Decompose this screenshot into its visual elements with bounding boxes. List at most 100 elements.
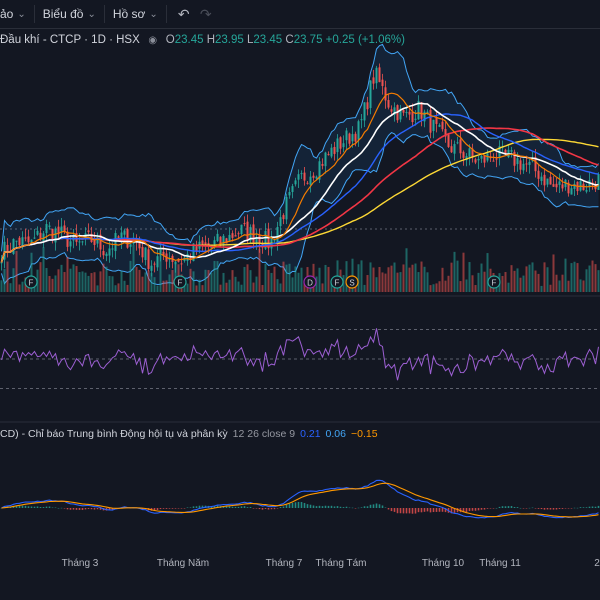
- candle-body: [27, 236, 30, 243]
- macd-histogram-bar: [570, 508, 573, 509]
- volume-bar: [462, 252, 465, 292]
- main-legend: Đầu khí - CTCP · 1D · HSX ◉ O23.45 H23.9…: [0, 34, 405, 46]
- macd-histogram-bar: [414, 508, 417, 514]
- macd-histogram-bar: [342, 507, 345, 508]
- candle-body: [54, 228, 57, 243]
- macd-histogram-bar: [546, 508, 549, 510]
- macd-histogram-bar: [471, 508, 474, 511]
- volume-bar: [381, 272, 384, 292]
- close-label: C: [285, 34, 294, 46]
- macd-histogram-bar: [264, 508, 267, 509]
- volume-bar: [579, 279, 582, 292]
- candle-body: [351, 134, 354, 142]
- volume-bar: [474, 285, 477, 292]
- macd-histogram-bar: [279, 507, 282, 508]
- volume-bar: [15, 250, 18, 292]
- macd-histogram-bar: [255, 508, 258, 509]
- candle-body: [141, 247, 144, 258]
- volume-bar: [75, 266, 78, 292]
- candle-body: [69, 241, 72, 247]
- macd-histogram-bar: [213, 505, 216, 508]
- candle-body: [531, 160, 534, 162]
- bollinger-lower-line: [1, 132, 599, 286]
- volume-bar: [165, 280, 168, 292]
- toolbar-divider: [165, 5, 167, 23]
- redo-icon[interactable]: ↷: [199, 5, 212, 22]
- macd-title: CD) - Chỉ báo Trung bình Động hội tụ và …: [0, 428, 228, 440]
- chevron-down-icon: ⌄: [17, 8, 26, 20]
- candle-body: [234, 235, 237, 237]
- macd-histogram-bar: [30, 506, 33, 508]
- candle-body: [465, 156, 468, 161]
- volume-bar: [363, 284, 366, 292]
- volume-bar: [216, 261, 219, 292]
- macd-histogram-bar: [384, 507, 387, 508]
- toolbar-menu-first[interactable]: ảo ⌄: [0, 0, 34, 28]
- volume-bar: [444, 280, 447, 292]
- volume-bar: [252, 282, 255, 292]
- toolbar-menu-charts[interactable]: Biểu đồ ⌄: [35, 0, 104, 28]
- candle-body: [156, 256, 159, 268]
- macd-histogram-bar: [81, 508, 84, 510]
- macd-histogram-bar: [27, 506, 30, 508]
- candle-body: [51, 228, 54, 240]
- macd-histogram-bar: [534, 508, 537, 509]
- candle-body: [339, 137, 342, 149]
- candle-body: [117, 236, 120, 238]
- candle-body: [513, 151, 516, 166]
- candle-body: [291, 186, 294, 192]
- volume-bar: [564, 258, 567, 292]
- candle-body: [336, 138, 339, 153]
- time-axis[interactable]: Tháng 3 Tháng Năm Tháng 7 Tháng Tám Thán…: [0, 552, 600, 576]
- volume-bar: [438, 281, 441, 292]
- macd-histogram-bar: [297, 501, 300, 508]
- macd-histogram-bar: [159, 508, 162, 510]
- undo-icon[interactable]: ↶: [177, 5, 190, 22]
- macd-histogram-bar: [513, 507, 516, 508]
- macd-histogram-bar: [195, 506, 198, 508]
- macd-histogram-bar: [345, 506, 348, 508]
- symbol-title[interactable]: Đầu khí - CTCP · 1D · HSX: [0, 34, 140, 46]
- macd-histogram-bar: [456, 508, 459, 513]
- volume-bar: [267, 269, 270, 292]
- candle-body: [48, 225, 51, 227]
- macd-histogram-bar: [402, 508, 405, 514]
- macd-histogram-bar: [84, 508, 87, 510]
- macd-histogram-bar: [330, 505, 333, 508]
- candle-body: [522, 163, 525, 171]
- volume-bar: [465, 279, 468, 292]
- candle-body: [375, 67, 378, 84]
- macd-histogram-bar: [0, 508, 3, 509]
- candle-body: [264, 230, 267, 249]
- volume-bar: [561, 274, 564, 292]
- volume-bar: [66, 257, 69, 292]
- macd-histogram-bar: [198, 505, 201, 508]
- macd-histogram-bar: [303, 502, 306, 508]
- candle-body: [528, 161, 531, 165]
- macd-histogram-bar: [153, 508, 156, 511]
- toolbar-menu-profile[interactable]: Hồ sơ ⌄: [105, 0, 166, 28]
- x-tick-label: Tháng 11: [479, 558, 521, 569]
- macd-histogram-bar: [363, 506, 366, 508]
- candle-body: [393, 107, 396, 115]
- volume-bar: [270, 272, 273, 292]
- macd-histogram-bar: [249, 507, 252, 508]
- volume-bar: [294, 266, 297, 292]
- eye-icon[interactable]: ◉: [148, 34, 158, 46]
- candle-body: [255, 237, 258, 243]
- volume-bar: [303, 281, 306, 292]
- macd-histogram-bar: [528, 507, 531, 509]
- macd-histogram-bar: [444, 508, 447, 513]
- volume-bar: [507, 282, 510, 292]
- volume-bar: [9, 283, 12, 292]
- volume-bar: [27, 285, 30, 292]
- candle-body: [459, 139, 462, 154]
- volume-bar: [591, 260, 594, 292]
- volume-bar: [393, 262, 396, 292]
- candle-body: [204, 242, 207, 245]
- macd-histogram-bar: [276, 508, 279, 509]
- candle-body: [309, 176, 312, 185]
- x-tick-label: Tháng 10: [421, 558, 465, 569]
- candle-body: [288, 191, 291, 196]
